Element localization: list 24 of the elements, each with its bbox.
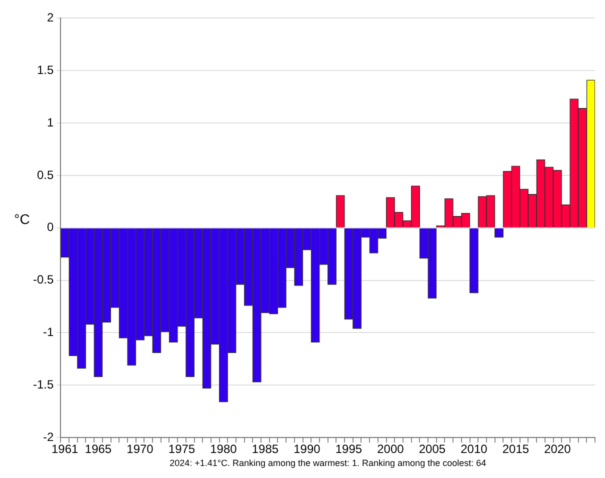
x-tick-label: 1990 xyxy=(294,442,321,456)
y-tick-label: -2 xyxy=(43,430,54,444)
y-tick-label: 0 xyxy=(46,220,54,234)
y-tick-label: -1 xyxy=(43,325,54,340)
y-tick-label: -1.5 xyxy=(32,377,54,392)
x-tick-label: 2020 xyxy=(544,442,572,456)
x-tick-label: 1965 xyxy=(84,442,112,456)
x-tick-label: 1975 xyxy=(168,442,196,456)
y-tick-label: 1.5 xyxy=(36,62,54,77)
x-tick-label: 1961 xyxy=(52,442,79,456)
x-tick-label: 2015 xyxy=(502,442,530,456)
x-tick-label: 2000 xyxy=(377,442,404,456)
text: 2024: +1.41°C. Ranking among the warmest: 1. Ranking among the coolest: 64 xyxy=(170,458,486,468)
x-tick-label: 2005 xyxy=(418,442,446,456)
x-tick-label: 1995 xyxy=(335,442,362,456)
x-tick-label: 2010 xyxy=(460,442,488,456)
y-tick-label: 1 xyxy=(46,115,54,130)
y-tick-label: 2 xyxy=(46,10,54,25)
x-tick-label: 1980 xyxy=(210,442,238,456)
y-axis-title: °C xyxy=(14,210,30,227)
x-tick-label: 1985 xyxy=(252,442,279,456)
y-tick-label: -0.5 xyxy=(32,272,54,287)
x-tick-label: 1970 xyxy=(126,442,154,456)
y-tick-label: 0.5 xyxy=(36,168,54,182)
